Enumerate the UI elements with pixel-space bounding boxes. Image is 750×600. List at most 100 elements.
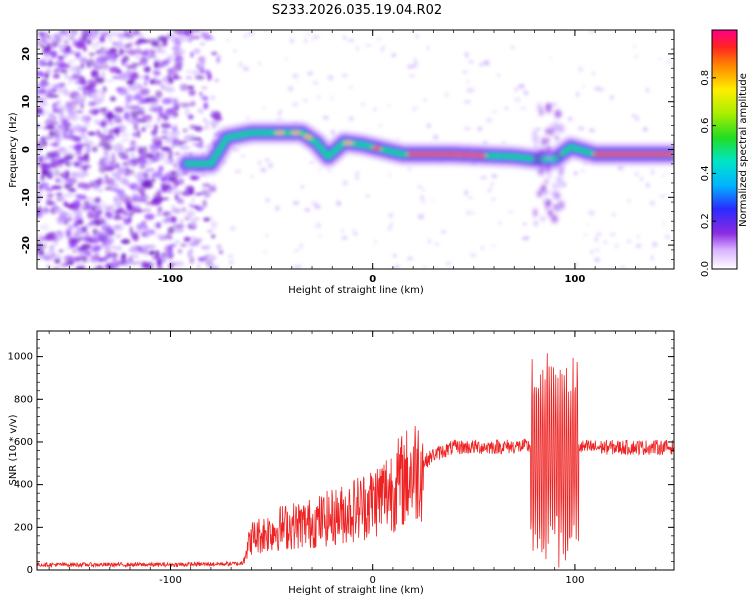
spectrogram-noise-blob — [145, 158, 153, 166]
spectrogram-noise-blob — [309, 161, 315, 164]
spectrogram-noise-blob — [142, 179, 152, 187]
spectrogram-noise-blob — [126, 204, 133, 211]
spectrogram-noise-blob — [50, 170, 55, 177]
spectrogram-noise-blob — [155, 212, 163, 217]
spectrogram-noise-blob — [161, 146, 172, 152]
spectrogram-noise-blob — [319, 234, 322, 238]
spectrogram-noise-blob — [216, 56, 221, 64]
spectrogram-noise-blob — [521, 236, 529, 241]
spectrogram-noise-blob — [43, 109, 50, 114]
spectrogram-noise-blob — [83, 167, 87, 172]
spectrogram-noise-blob — [43, 243, 47, 249]
snr-y-tick-label: 0 — [27, 565, 33, 576]
spectrogram-noise-blob — [136, 75, 147, 79]
spectrogram-noise-blob — [246, 116, 250, 120]
spectrogram-noise-blob — [80, 131, 86, 139]
page-title: S233.2026.035.19.04.R02 — [272, 3, 442, 18]
spectrogram-noise-blob — [125, 95, 135, 100]
spectrogram-noise-blob — [287, 85, 294, 92]
spectrogram-noise-blob — [311, 37, 315, 41]
spectrogram-noise-blob — [128, 83, 132, 92]
spectrogram-noise-blob — [73, 221, 79, 228]
spectrogram-noise-blob — [88, 94, 99, 98]
spectrogram-noise-blob — [123, 30, 128, 33]
spectrogram-smear — [533, 208, 538, 217]
spectrogram-noise-blob — [190, 218, 196, 227]
spectrogram-noise-blob — [59, 30, 69, 35]
spectrogram-noise-blob — [306, 71, 314, 76]
spectrogram-noise-blob — [179, 83, 189, 92]
spectrogram-noise-blob — [73, 215, 84, 222]
spectrogram-noise-blob — [149, 79, 156, 85]
spectrogram-noise-blob — [65, 228, 72, 237]
spectrogram-noise-blob — [68, 256, 77, 262]
spectrogram-noise-blob — [91, 205, 96, 212]
spectrogram-noise-blob — [138, 109, 146, 116]
spectrogram-noise-blob — [72, 249, 77, 253]
spectrogram-noise-blob — [177, 198, 185, 205]
spectrogram-noise-blob — [82, 91, 88, 95]
spectrogram-noise-blob — [378, 123, 383, 128]
spectrogram-noise-blob — [161, 153, 169, 158]
spectrogram-noise-blob — [91, 236, 99, 244]
spectrogram-noise-blob — [469, 253, 477, 257]
spectrogram-noise-blob — [634, 171, 639, 177]
spectrogram-noise-blob — [184, 108, 191, 117]
spectrogram-noise-blob — [120, 155, 129, 160]
spectrogram-noise-blob — [48, 112, 55, 119]
spectrogram-noise-blob — [242, 66, 250, 72]
spectrogram-noise-blob — [267, 162, 274, 169]
spectrogram-noise-blob — [67, 181, 74, 185]
spectrogram-noise-blob — [218, 249, 224, 255]
spectrogram-noise-blob — [130, 62, 137, 67]
spectrogram-noise-blob — [104, 177, 116, 186]
ridge-hotspot — [274, 130, 285, 135]
ridge-hotspot — [343, 140, 354, 145]
spectrogram-noise-blob — [68, 188, 77, 193]
snr-y-tick-label: 600 — [14, 437, 33, 448]
spectrogram-noise-blob — [292, 201, 300, 205]
spectrogram-smear — [538, 148, 545, 157]
spectrogram-noise-blob — [64, 103, 75, 112]
spectrogram-noise-blob — [104, 166, 115, 172]
spectrogram-noise-blob — [102, 86, 107, 93]
spectrogram-noise-blob — [200, 245, 211, 250]
spectrogram-noise-blob — [80, 244, 90, 252]
spectrogram-smear — [545, 137, 550, 145]
spectrogram-noise-blob — [154, 70, 161, 76]
spectrogram-noise-blob — [157, 206, 163, 214]
spectrogram-noise-blob — [76, 71, 81, 76]
spectrogram-noise-blob — [131, 105, 139, 109]
spectrogram-noise-blob — [68, 80, 73, 85]
spectrogram-noise-blob — [94, 265, 104, 269]
spectrogram-noise-blob — [45, 201, 56, 206]
spectrogram-noise-blob — [37, 140, 44, 148]
spectrogram-noise-blob — [142, 248, 151, 256]
spectrogram-noise-blob — [88, 52, 95, 57]
spectrogram-noise-blob — [189, 124, 198, 130]
ridge-hotspot — [371, 146, 382, 151]
spectrogram-noise-blob — [408, 74, 416, 77]
spectrogram-noise-blob — [124, 101, 131, 107]
spectrogram-noise-blob — [412, 106, 416, 112]
spectrogram-noise-blob — [133, 230, 143, 235]
spectrogram-noise-blob — [123, 172, 130, 177]
spectrogram-noise-blob — [187, 37, 193, 43]
spectrogram-noise-blob — [62, 131, 69, 140]
spectrogram-noise-blob — [38, 100, 49, 107]
spectrogram-noise-blob — [604, 240, 607, 244]
spectrogram-noise-blob — [156, 49, 164, 54]
spectrogram-noise-blob — [45, 87, 55, 95]
spectrogram-noise-blob — [89, 221, 94, 226]
spectrogram-noise-blob — [327, 74, 334, 81]
spectrogram-noise-blob — [159, 112, 164, 118]
spectrogram-noise-blob — [61, 119, 66, 126]
spectrogram-noise-blob — [157, 136, 162, 141]
spectrogram-noise-blob — [92, 228, 99, 235]
spectrogram-noise-blob — [66, 114, 75, 120]
spectrogram-noise-blob — [112, 143, 123, 151]
spectrogram-noise-blob — [210, 216, 213, 220]
spectrogram-noise-blob — [41, 32, 50, 39]
spectrogram-noise-blob — [86, 35, 98, 40]
spectrogram-noise-blob — [104, 174, 109, 180]
